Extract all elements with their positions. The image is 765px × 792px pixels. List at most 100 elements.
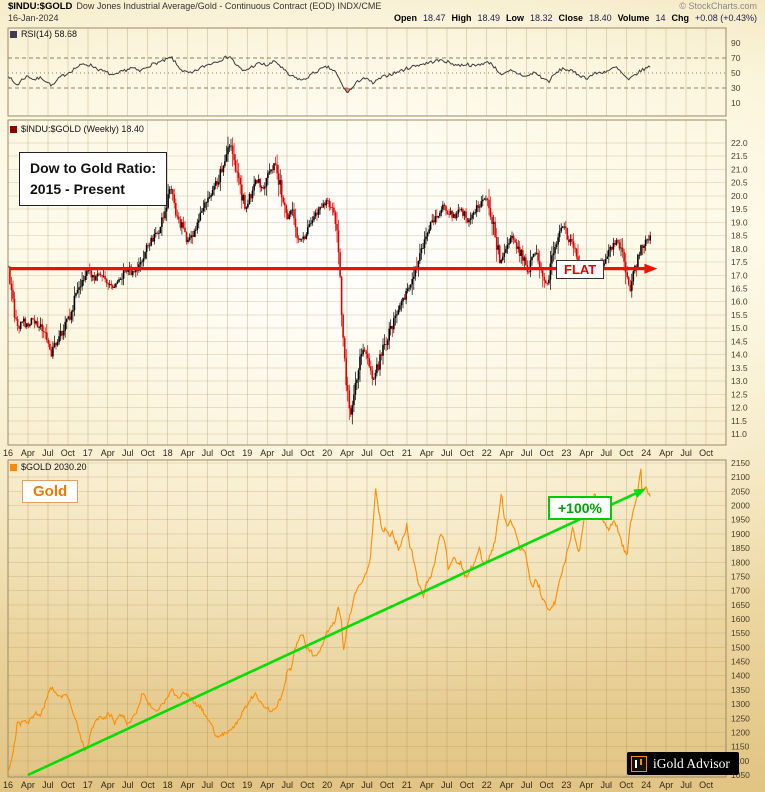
svg-text:16.5: 16.5 [731, 284, 748, 294]
svg-text:11.5: 11.5 [731, 416, 747, 426]
svg-text:21: 21 [402, 448, 412, 458]
svg-text:1300: 1300 [731, 699, 750, 709]
main-label-text: $INDU:$GOLD (Weekly) 18.40 [21, 124, 144, 134]
svg-text:17: 17 [83, 448, 93, 458]
svg-text:22.0: 22.0 [731, 138, 748, 148]
svg-text:Oct: Oct [300, 448, 315, 458]
svg-text:Apr: Apr [579, 448, 593, 458]
svg-text:1600: 1600 [731, 614, 750, 624]
svg-text:Apr: Apr [101, 780, 115, 790]
svg-text:1150: 1150 [731, 742, 750, 752]
svg-text:1100: 1100 [731, 756, 750, 766]
svg-text:19: 19 [242, 448, 252, 458]
svg-text:Jul: Jul [441, 780, 453, 790]
svg-text:17.5: 17.5 [731, 257, 748, 267]
svg-text:17: 17 [83, 780, 93, 790]
svg-text:11.0: 11.0 [731, 429, 747, 439]
svg-text:Jul: Jul [680, 448, 692, 458]
svg-text:21.5: 21.5 [731, 151, 748, 161]
svg-text:16: 16 [3, 780, 13, 790]
svg-text:18: 18 [163, 780, 173, 790]
quote-value: 18.32 [530, 13, 553, 23]
svg-text:30: 30 [731, 83, 741, 93]
svg-text:15.5: 15.5 [731, 310, 748, 320]
svg-text:1850: 1850 [731, 543, 750, 553]
svg-text:Apr: Apr [260, 448, 274, 458]
quote-strip: Open 18.47 High 18.49 Low 18.32 Close 18.40 Volu… [394, 13, 757, 23]
svg-text:Apr: Apr [101, 448, 115, 458]
svg-text:Oct: Oct [460, 780, 475, 790]
quote-value: 18.40 [589, 13, 612, 23]
svg-text:2150: 2150 [731, 458, 750, 468]
svg-text:Jul: Jul [680, 780, 692, 790]
svg-text:24: 24 [641, 780, 651, 790]
svg-text:Oct: Oct [300, 780, 315, 790]
svg-text:Jul: Jul [122, 780, 134, 790]
quote-date: 16-Jan-2024 [8, 13, 59, 23]
svg-text:Oct: Oct [61, 780, 76, 790]
svg-text:16: 16 [3, 448, 13, 458]
svg-text:Jul: Jul [202, 780, 214, 790]
svg-text:1550: 1550 [731, 628, 750, 638]
igold-advisor-logo: iGold Advisor [627, 752, 739, 775]
stockcharts-watermark: © StockCharts.com [679, 1, 757, 11]
svg-text:16.0: 16.0 [731, 297, 748, 307]
svg-text:14.5: 14.5 [731, 336, 748, 346]
chart-header: $INDU:$GOLD Dow Jones Industrial Average… [0, 1, 765, 23]
svg-text:Jul: Jul [361, 780, 373, 790]
igold-logo-text: iGold Advisor [653, 755, 730, 771]
svg-text:Apr: Apr [340, 448, 354, 458]
svg-text:50: 50 [731, 68, 741, 78]
svg-text:Apr: Apr [420, 448, 434, 458]
svg-text:Jul: Jul [42, 780, 54, 790]
svg-text:1950: 1950 [731, 515, 750, 525]
svg-text:Jul: Jul [42, 448, 54, 458]
quote-value: 18.49 [477, 13, 501, 23]
quote-value: 18.47 [422, 13, 446, 23]
header-title-row: $INDU:$GOLD Dow Jones Industrial Average… [0, 1, 765, 12]
svg-text:18.5: 18.5 [731, 231, 748, 241]
header-quote-row: 16-Jan-2024 Open 18.47 High 18.49 Low 18.32 Cl… [0, 12, 765, 23]
svg-text:1800: 1800 [731, 557, 750, 567]
svg-text:Apr: Apr [21, 780, 35, 790]
svg-text:20: 20 [322, 448, 332, 458]
quote-value: +0.08 (+0.43%) [694, 13, 757, 23]
main-panel-label: $INDU:$GOLD (Weekly) 18.40 [10, 124, 144, 134]
rsi-panel-label: RSI(14) 58.68 [10, 29, 77, 39]
svg-text:Apr: Apr [659, 448, 673, 458]
rsi-label-text: RSI(14) 58.68 [21, 29, 78, 39]
svg-text:2000: 2000 [731, 501, 750, 511]
flat-label: FLAT [556, 260, 605, 279]
svg-text:Apr: Apr [659, 780, 673, 790]
svg-text:Jul: Jul [361, 448, 373, 458]
svg-text:24: 24 [641, 448, 651, 458]
rsi-legend-chip [10, 31, 17, 38]
svg-text:Apr: Apr [180, 448, 194, 458]
svg-text:Oct: Oct [220, 780, 235, 790]
quote-label: Close [558, 13, 584, 23]
svg-text:23: 23 [561, 780, 571, 790]
svg-text:12.5: 12.5 [731, 389, 748, 399]
annotation-line1: Dow to Gold Ratio: [30, 160, 156, 176]
svg-text:19.0: 19.0 [731, 217, 748, 227]
svg-text:Jul: Jul [202, 448, 214, 458]
svg-text:1500: 1500 [731, 642, 750, 652]
svg-text:Apr: Apr [579, 780, 593, 790]
svg-text:Jul: Jul [122, 448, 134, 458]
svg-text:Apr: Apr [500, 780, 514, 790]
svg-text:Oct: Oct [539, 448, 554, 458]
svg-text:1700: 1700 [731, 586, 750, 596]
main-legend-chip [10, 126, 17, 133]
svg-text:Oct: Oct [619, 780, 634, 790]
svg-text:15.0: 15.0 [731, 323, 748, 333]
gold-price-panel: 1050 1100 1150 1200 1250 1300 1350 1400 1450 1500… [3, 458, 750, 790]
svg-text:23: 23 [561, 448, 571, 458]
svg-text:21.0: 21.0 [731, 165, 748, 175]
svg-text:70: 70 [731, 53, 741, 63]
svg-text:Oct: Oct [380, 448, 395, 458]
svg-text:1650: 1650 [731, 600, 750, 610]
svg-text:Jul: Jul [281, 780, 293, 790]
svg-text:2050: 2050 [731, 486, 750, 496]
svg-text:18.0: 18.0 [731, 244, 748, 254]
